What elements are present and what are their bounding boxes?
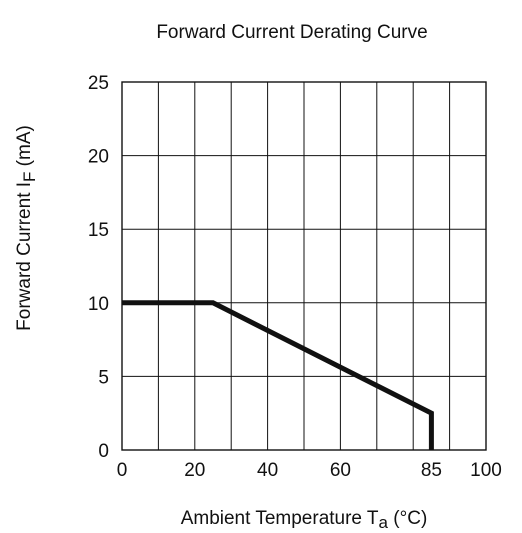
y-tick-label: 25 <box>88 73 109 94</box>
x-tick-label: 0 <box>117 460 128 481</box>
derating-curve-line <box>122 300 434 450</box>
y-tick-label: 15 <box>88 220 109 241</box>
grid <box>121 81 487 451</box>
x-axis-label-unit: (°C) <box>388 508 427 529</box>
x-tick-label: 60 <box>330 460 351 481</box>
x-axis-label-sub: a <box>379 513 389 532</box>
plot-frame <box>121 81 487 451</box>
y-tick-label: 5 <box>98 367 109 388</box>
x-tick-label: 85 <box>421 460 442 481</box>
x-tick-label: 40 <box>257 460 278 481</box>
y-tick-labels: 0 5 10 15 20 25 <box>88 73 109 462</box>
x-axis-label-main: Ambient Temperature T <box>181 508 379 529</box>
x-tick-labels: 0 20 40 60 85 100 <box>117 460 502 481</box>
chart-title: Forward Current Derating Curve <box>156 22 427 43</box>
y-tick-label: 20 <box>88 147 109 168</box>
series-group <box>121 300 434 451</box>
x-tick-label: 100 <box>470 460 502 481</box>
x-tick-label: 20 <box>184 460 205 481</box>
y-axis-label-unit: (mA) <box>14 125 35 171</box>
y-axis-label: Forward Current IF (mA) <box>14 125 39 331</box>
y-tick-label: 0 <box>98 441 109 462</box>
y-tick-label: 10 <box>88 294 109 315</box>
y-axis-label-main: Forward Current I <box>14 182 35 331</box>
x-axis-label: Ambient Temperature Ta (°C) <box>181 508 428 532</box>
y-axis-label-sub: F <box>20 172 39 182</box>
